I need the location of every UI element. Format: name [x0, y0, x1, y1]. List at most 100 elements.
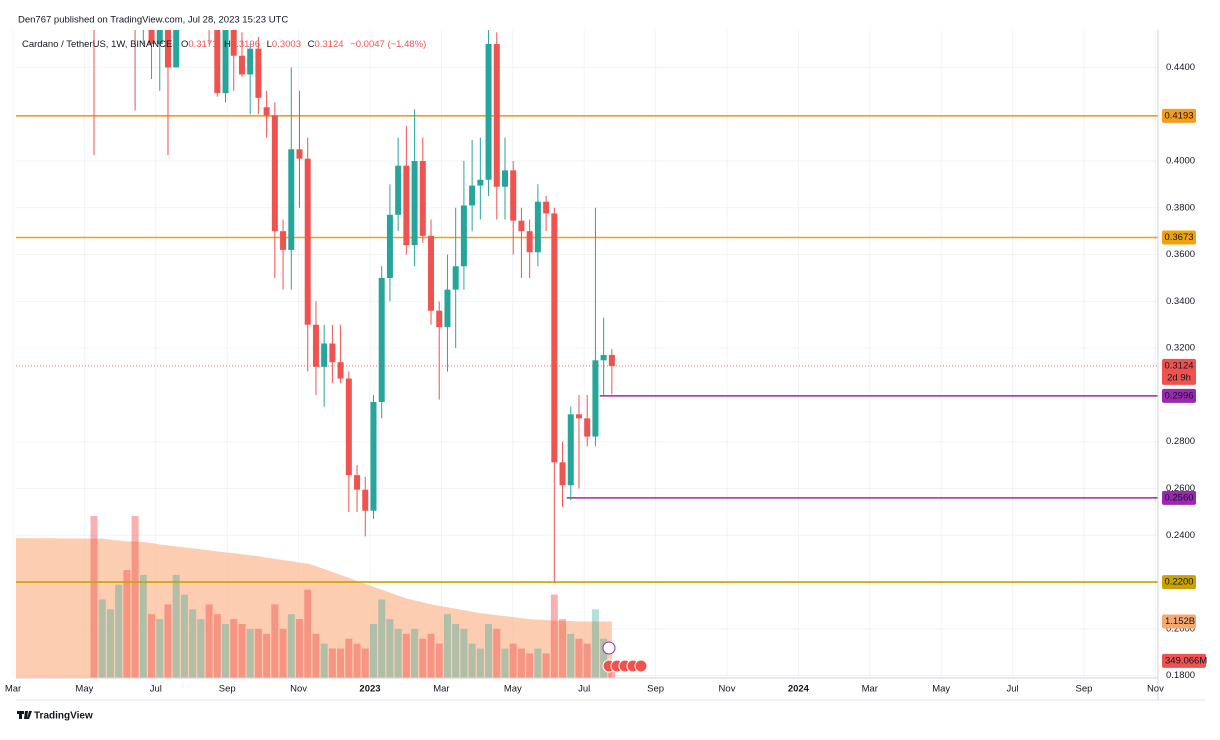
volume-bar [106, 609, 114, 678]
volume-bar [419, 638, 427, 678]
volume-pane [16, 516, 616, 678]
y-tick-label: 0.2600 [1166, 483, 1195, 494]
levels [16, 115, 1158, 583]
legend-value: 0.3171 [188, 39, 217, 50]
candle-body [502, 170, 508, 187]
volume-bar [534, 648, 542, 678]
volume-bar [583, 643, 591, 678]
volume-bar [501, 648, 509, 678]
candle-body [173, 30, 180, 68]
volume-bar [131, 516, 139, 678]
candle-body [263, 107, 270, 116]
candle-body [386, 214, 393, 278]
countdown: 2d 9h [1167, 372, 1191, 383]
x-tick-label: Sep [1076, 684, 1093, 695]
volume-bar [238, 624, 246, 678]
candle-body [329, 343, 336, 363]
candle-body [164, 30, 171, 68]
candle-body [271, 115, 278, 232]
candle-body [403, 165, 410, 246]
legend: Cardano / TetherUS, 1W, BINANCE O0.3171 … [22, 39, 426, 50]
candle-body [362, 489, 369, 511]
candle-body [230, 30, 237, 56]
volume-bar [320, 643, 328, 678]
volume-bar [394, 628, 402, 678]
x-tick-label: Jul [150, 684, 162, 695]
legend-value: 0.3196 [231, 39, 260, 50]
candle-body [460, 205, 467, 267]
candle-body [222, 30, 229, 94]
candle-body [493, 44, 500, 187]
publish-note: Den767 published on TradingView.com, Jul… [18, 15, 288, 26]
volume-bar [139, 574, 147, 678]
legend-value: 0.3003 [272, 39, 301, 50]
volume-bar [517, 648, 525, 678]
x-tick-label: Nov [1147, 684, 1164, 695]
legend-key: O [181, 39, 188, 50]
candle-body [255, 48, 262, 98]
legend-value: 0.3124 [315, 39, 344, 50]
candle-body [469, 185, 476, 206]
x-tick-label: Mar [862, 684, 878, 695]
volume-bar [156, 619, 164, 678]
candle-body [477, 179, 484, 186]
level-label-box [1162, 388, 1196, 403]
brand: TradingView [34, 711, 93, 722]
volume-bar [345, 638, 353, 678]
candle-body [288, 149, 295, 250]
candle-body [304, 158, 311, 325]
volume-bar [378, 599, 386, 678]
volume-bar [90, 516, 98, 678]
volume-bar [230, 619, 238, 678]
level-label-box [1162, 490, 1196, 505]
x-tick-label: Mar [5, 684, 21, 695]
x-tick-label: Jul [1007, 684, 1019, 695]
volume-bar [263, 633, 271, 678]
candle-body [378, 277, 385, 402]
volume-bar [254, 628, 262, 678]
level-label: 0.4193 [1164, 110, 1193, 121]
y-tick-label: 0.2800 [1166, 436, 1195, 447]
x-tick-label: May [932, 684, 950, 695]
candle-body [600, 354, 607, 361]
candle-body [534, 201, 541, 253]
level-label: 0.3673 [1164, 232, 1193, 243]
volume-bar [222, 624, 230, 678]
x-tick-label: Jul [578, 684, 590, 695]
level-label: 0.2996 [1164, 390, 1193, 401]
volume-bar [443, 614, 451, 678]
candle-body [452, 266, 459, 290]
volume-bar [600, 638, 608, 678]
candle-body [551, 213, 558, 463]
volume-bar [476, 648, 484, 678]
candle-body [510, 170, 517, 221]
volume-bar [98, 599, 106, 678]
y-tick-label: 0.3400 [1166, 296, 1195, 307]
candle-body [592, 360, 599, 437]
x-tick-label: Nov [719, 684, 736, 695]
candle-body [156, 30, 163, 45]
candle-body [411, 161, 418, 246]
candle-body [526, 231, 533, 253]
x-tick-label: Sep [219, 684, 236, 695]
level-label-box [1162, 108, 1196, 123]
x-tick-label: May [75, 684, 93, 695]
volume-bar [123, 570, 131, 678]
candle-body [584, 418, 591, 437]
volume-bar [460, 628, 468, 678]
volume-bar [304, 589, 312, 678]
legend-key: C [308, 39, 315, 50]
candle-body [567, 414, 574, 486]
volume-bar [575, 638, 583, 678]
candle-body [419, 161, 426, 236]
volume-bar [312, 633, 320, 678]
candle-body [485, 44, 492, 180]
volume-bar [164, 604, 172, 678]
volume-bar [542, 653, 550, 678]
volume-bar [386, 619, 394, 678]
volume-bar [411, 628, 419, 678]
icon [602, 641, 616, 655]
y-tick-label: 0.4400 [1166, 62, 1195, 73]
